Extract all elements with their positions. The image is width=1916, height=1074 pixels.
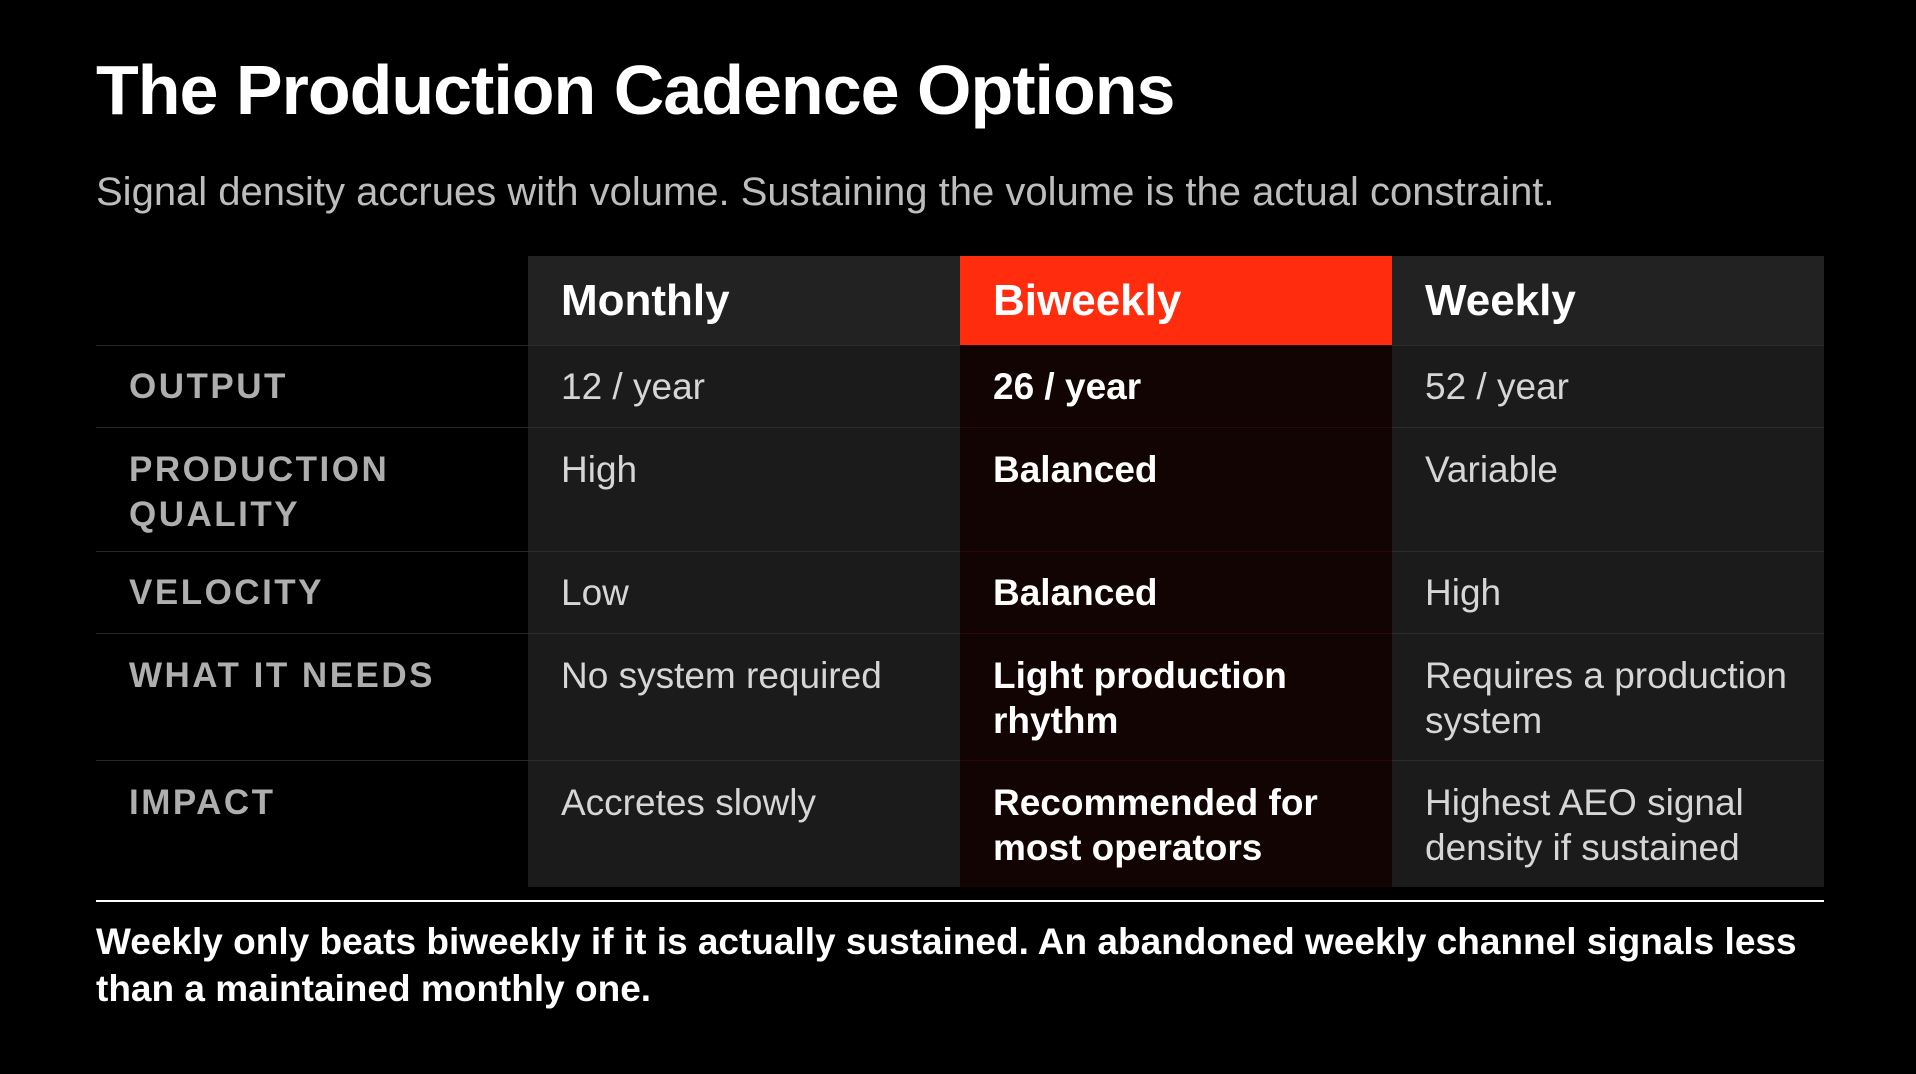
cell-output-weekly: 52 / year: [1392, 345, 1824, 427]
cell-impact-monthly: Accretes slowly: [528, 760, 960, 887]
cell-impact-weekly: Highest AEO signal density if sustained: [1392, 760, 1824, 887]
cell-quality-monthly: High: [528, 427, 960, 551]
cell-quality-weekly: Variable: [1392, 427, 1824, 551]
cell-needs-weekly: Requires a production system: [1392, 633, 1824, 760]
page-title: The Production Cadence Options: [96, 51, 1175, 129]
cell-output-biweekly: 26 / year: [960, 345, 1392, 427]
cell-needs-monthly: No system required: [528, 633, 960, 760]
cell-velocity-monthly: Low: [528, 551, 960, 633]
column-header-biweekly: Biweekly: [960, 256, 1392, 345]
cell-impact-biweekly: Recommended for most operators: [960, 760, 1392, 887]
footnote-divider: [96, 900, 1824, 902]
column-header-weekly: Weekly: [1392, 256, 1824, 345]
column-header-monthly: Monthly: [528, 256, 960, 345]
row-label-velocity: VELOCITY: [96, 551, 528, 633]
row-label-impact: IMPACT: [96, 760, 528, 887]
row-label-production-quality: PRODUCTION QUALITY: [96, 427, 528, 551]
page-subtitle: Signal density accrues with volume. Sust…: [96, 170, 1555, 214]
row-label-output: OUTPUT: [96, 345, 528, 427]
cadence-comparison-table: Monthly Biweekly Weekly OUTPUT 12 / year…: [96, 256, 1824, 887]
cell-needs-biweekly: Light production rhythm: [960, 633, 1392, 760]
table-corner: [96, 256, 528, 345]
cell-velocity-weekly: High: [1392, 551, 1824, 633]
cell-velocity-biweekly: Balanced: [960, 551, 1392, 633]
footnote: Weekly only beats biweekly if it is actu…: [96, 921, 1797, 1009]
row-label-what-it-needs: WHAT IT NEEDS: [96, 633, 528, 760]
cell-output-monthly: 12 / year: [528, 345, 960, 427]
cell-quality-biweekly: Balanced: [960, 427, 1392, 551]
